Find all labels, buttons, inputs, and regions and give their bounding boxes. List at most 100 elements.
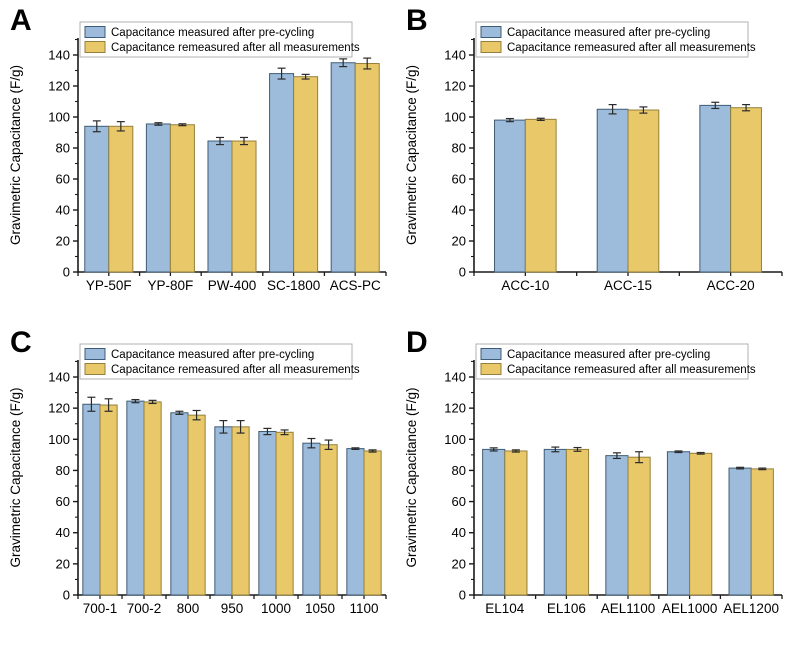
legend-swatch-s1 (480, 348, 502, 360)
x-category-label: 1050 (305, 601, 335, 616)
x-category-label: ACC-10 (501, 278, 549, 293)
y-tick-label: 80 (56, 141, 70, 156)
x-category-label: SC-1800 (267, 278, 320, 293)
bar-s2-1050 (319, 444, 338, 596)
y-tick-label: 100 (444, 110, 466, 125)
bar-s2-EL104 (504, 450, 528, 596)
y-tick-label: 80 (56, 463, 70, 478)
bar-s2-1100 (363, 450, 382, 596)
legend-swatch-s2 (480, 41, 502, 53)
bar-s1-ACC-20 (699, 104, 732, 273)
legend-box (79, 343, 353, 380)
y-tick-label: 0 (63, 265, 70, 280)
y-tick-label: 20 (56, 234, 70, 249)
bar-s1-AEL1100 (605, 455, 629, 596)
y-tick-label: 60 (56, 172, 70, 187)
y-tick-label: 100 (48, 432, 70, 447)
bar-s1-YP-50F (84, 125, 110, 273)
y-tick-label: 40 (452, 525, 466, 540)
bar-s2-ACS-PC (354, 63, 380, 273)
bar-s2-800 (187, 414, 206, 596)
y-tick-label: 60 (452, 494, 466, 509)
x-category-label: 700-1 (83, 601, 118, 616)
x-category-label: 700-2 (127, 601, 162, 616)
x-category-label: EL106 (547, 601, 586, 616)
bar-s1-700-1 (82, 403, 101, 596)
y-tick-label: 80 (452, 141, 466, 156)
bar-s1-SC-1800 (269, 73, 295, 273)
bar-s1-ACS-PC (330, 62, 356, 273)
x-category-label: 950 (221, 601, 244, 616)
y-tick-label: 60 (452, 172, 466, 187)
bar-s2-AEL1000 (689, 452, 713, 596)
bar-s2-AEL1200 (750, 468, 774, 596)
panel-d-label: D (406, 326, 428, 359)
x-category-label: AEL1100 (601, 601, 656, 616)
legend-swatch-s1 (84, 348, 106, 360)
bar-s1-950 (214, 426, 233, 596)
y-tick-label: 120 (48, 79, 70, 94)
y-tick-label: 140 (48, 370, 70, 385)
bar-s2-EL106 (565, 448, 590, 596)
y-tick-label: 20 (56, 556, 70, 571)
x-category-label: ACC-15 (604, 278, 652, 293)
bar-s1-ACC-15 (596, 108, 629, 273)
bar-s1-YP-80F (145, 123, 171, 273)
bar-s2-SC-1800 (293, 76, 319, 273)
x-category-label: EL104 (485, 601, 525, 616)
panel-a: A 0 20 40 60 80 100 120 140 Gravimetric Capacita… (0, 0, 396, 322)
legend-label-s2: Capacitance remeasured after all measure… (507, 42, 756, 54)
legend-swatch-s2 (84, 363, 106, 375)
y-axis-title: Gravimetric Capacitance (F/g) (404, 65, 419, 245)
bar-s2-PW-400 (231, 140, 257, 273)
y-tick-label: 140 (444, 48, 466, 63)
legend-box (79, 21, 353, 58)
y-tick-label: 60 (56, 494, 70, 509)
y-tick-label: 0 (459, 588, 466, 603)
bar-s2-700-1 (99, 404, 118, 596)
x-category-label: AEL1000 (662, 601, 718, 616)
legend-label-s1: Capacitance measured after pre-cycling (507, 349, 710, 361)
panel-c: C 0 20 40 60 80 100 120 140 Gravimetric Capacita… (0, 322, 396, 645)
y-tick-label: 120 (444, 79, 466, 94)
y-tick-label: 20 (452, 234, 466, 249)
bar-s1-AEL1200 (728, 467, 752, 596)
bar-s1-1100 (346, 448, 365, 596)
y-tick-label: 140 (48, 48, 70, 63)
legend-label-s2: Capacitance remeasured after all measure… (507, 364, 756, 376)
y-tick-label: 0 (63, 588, 70, 603)
y-tick-label: 40 (56, 203, 70, 218)
y-axis-title: Gravimetric Capacitance (F/g) (8, 65, 23, 245)
panel-a-label: A (10, 4, 32, 37)
bar-s2-1000 (275, 431, 294, 596)
y-tick-label: 100 (444, 432, 466, 447)
bar-s2-ACC-20 (730, 107, 762, 273)
bar-s2-ACC-10 (524, 118, 557, 273)
y-tick-label: 100 (48, 110, 70, 125)
x-category-label: AEL1200 (723, 601, 779, 616)
legend-label-s2: Capacitance remeasured after all measure… (111, 42, 360, 54)
bar-s1-EL104 (482, 448, 506, 596)
panel-c-label: C (10, 326, 32, 359)
bar-s2-950 (231, 426, 250, 596)
bar-s2-ACC-15 (627, 109, 660, 273)
y-tick-label: 20 (452, 556, 466, 571)
y-axis-title: Gravimetric Capacitance (F/g) (404, 387, 419, 567)
x-category-label: ACS-PC (330, 278, 381, 293)
panel-b: B 0 20 40 60 80 100 120 140 Gravimetric Capacita… (396, 0, 792, 322)
panel-d: D 0 20 40 60 80 100 120 140 Gravimetric Capacita… (396, 322, 792, 645)
legend-swatch-s1 (480, 26, 502, 38)
y-tick-label: 80 (452, 463, 466, 478)
y-tick-label: 120 (48, 401, 70, 416)
bar-s1-AEL1000 (666, 451, 691, 596)
bar-s1-1050 (302, 442, 321, 596)
x-category-label: ACC-20 (707, 278, 755, 293)
y-axis-title: Gravimetric Capacitance (F/g) (8, 387, 23, 567)
y-tick-label: 40 (56, 525, 70, 540)
bar-s1-1000 (258, 431, 277, 596)
x-category-label: 800 (177, 601, 200, 616)
bar-s2-YP-50F (108, 125, 134, 273)
bar-s1-ACC-10 (494, 119, 526, 273)
legend-box (475, 343, 749, 380)
